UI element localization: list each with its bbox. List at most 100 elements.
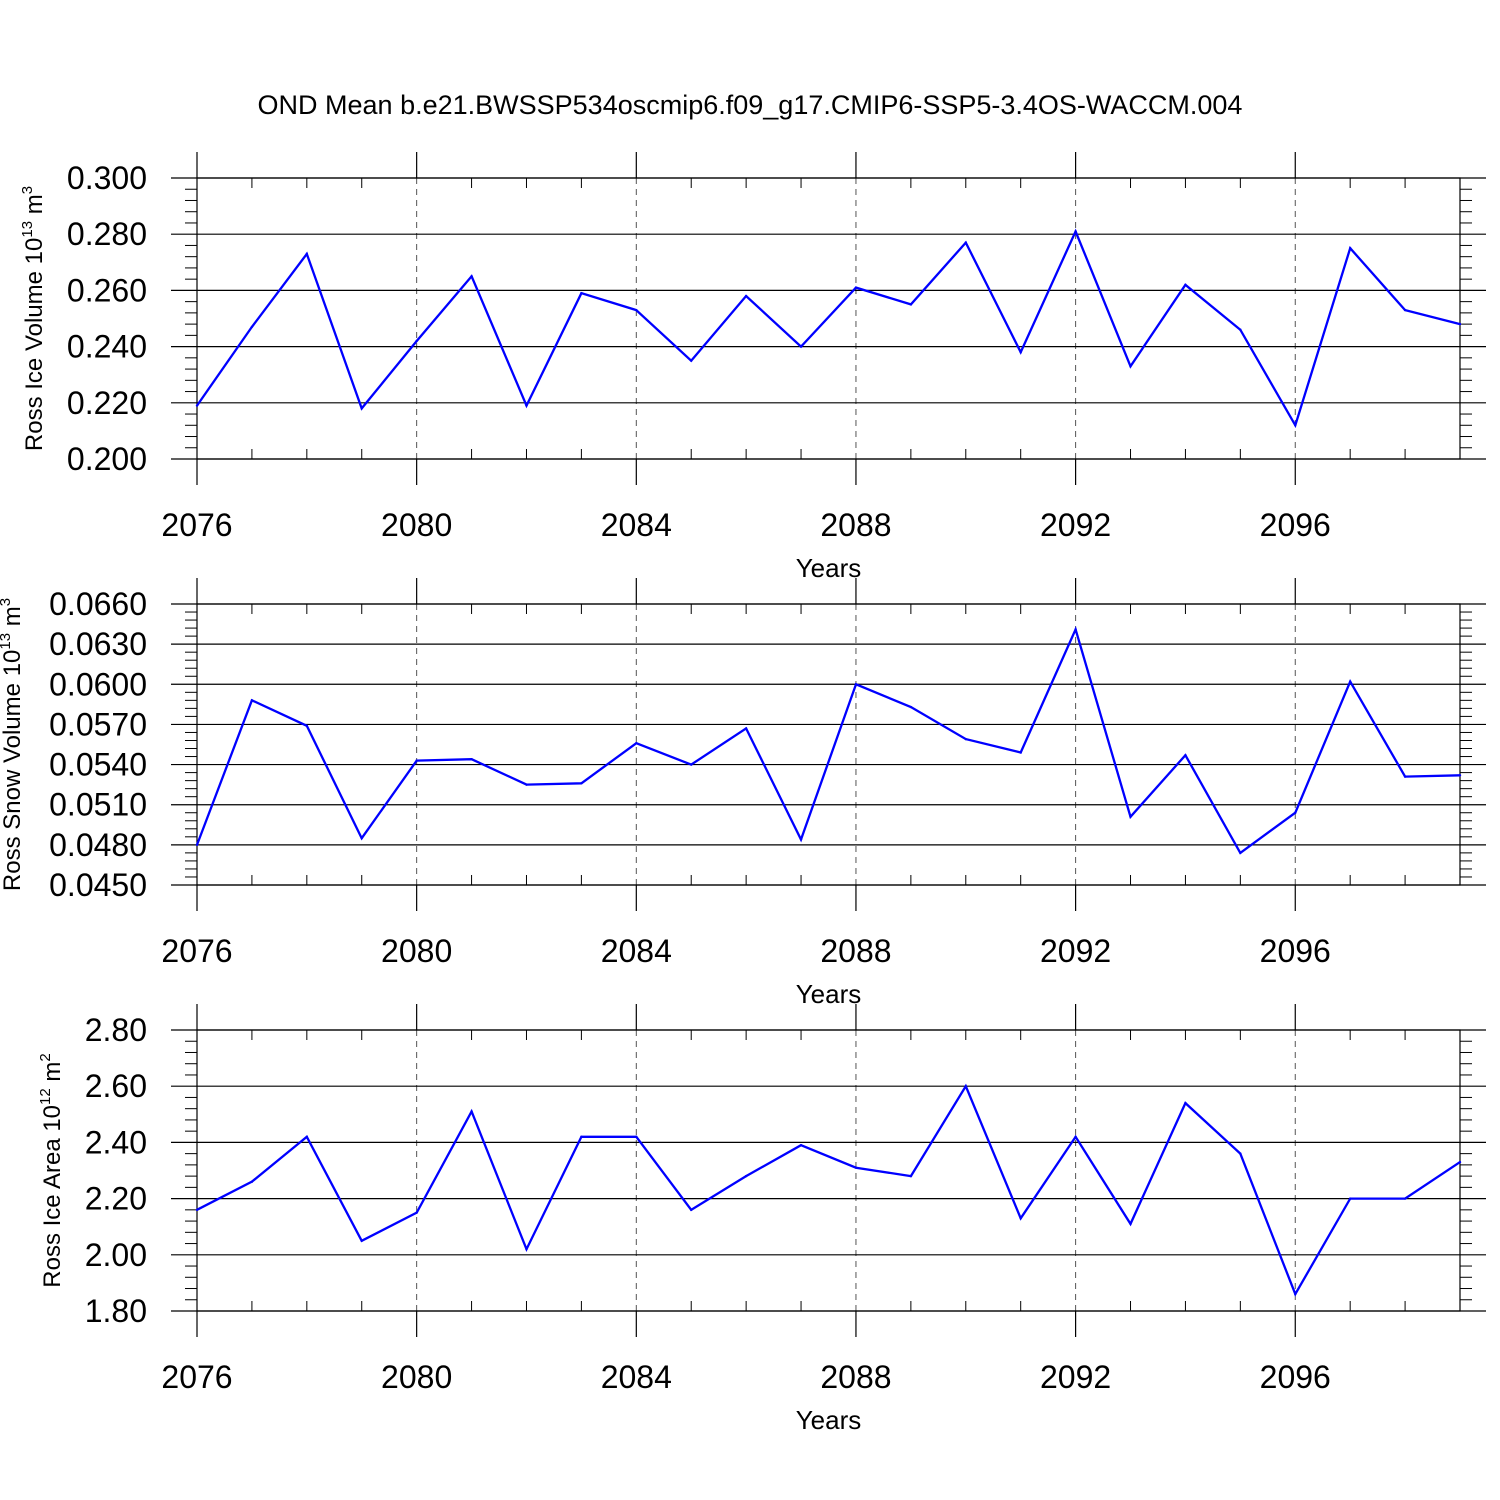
y-axis-label-unit-exp: 3 <box>0 598 14 606</box>
y-tick-label: 0.240 <box>67 329 147 365</box>
y-tick-label: 0.0600 <box>49 666 147 702</box>
data-point <box>525 404 528 407</box>
y-tick-label: 0.220 <box>67 385 147 421</box>
data-point <box>1239 328 1242 331</box>
data-point <box>305 724 309 727</box>
x-tick-label: 2084 <box>601 1359 672 1395</box>
data-point <box>470 758 473 761</box>
data-point <box>690 763 693 766</box>
data-point <box>690 1208 693 1212</box>
y-tick-label: 2.60 <box>85 1068 147 1104</box>
data-point <box>744 727 748 730</box>
data-point <box>909 1174 913 1178</box>
y-tick-label: 0.0480 <box>49 827 147 863</box>
y-axis-label-base: Ross Snow Volume 10 <box>0 650 26 891</box>
y-tick-label: 0.0630 <box>49 626 147 662</box>
data-point <box>250 699 254 702</box>
data-point <box>1019 751 1022 754</box>
x-tick-label: 2088 <box>820 933 891 969</box>
data-point <box>1294 424 1297 427</box>
data-point <box>690 359 693 362</box>
y-tick-label: 0.0450 <box>49 867 147 903</box>
x-axis-label: Years <box>796 553 862 583</box>
x-tick-label: 2092 <box>1040 933 1111 969</box>
x-tick-label: 2092 <box>1040 507 1111 543</box>
data-point <box>1074 230 1077 233</box>
data-point <box>1074 1135 1077 1138</box>
data-point <box>580 292 583 295</box>
data-point <box>1184 1101 1187 1105</box>
data-point <box>1348 1197 1352 1200</box>
x-axis-label: Years <box>796 979 862 1009</box>
data-point <box>744 1174 748 1178</box>
data-point <box>1294 1292 1297 1296</box>
data-point <box>1129 365 1132 368</box>
data-point <box>1403 308 1407 312</box>
data-point <box>964 241 967 244</box>
x-tick-label: 2096 <box>1260 507 1331 543</box>
data-point <box>360 407 363 410</box>
y-axis-label-exp: 13 <box>0 633 14 650</box>
data-point <box>195 1208 199 1212</box>
x-tick-label: 2088 <box>820 507 891 543</box>
data-point <box>1184 754 1187 757</box>
series-line <box>196 1083 1461 1297</box>
data-point <box>415 1211 418 1214</box>
data-point <box>525 783 528 786</box>
data-point <box>909 705 913 709</box>
data-point <box>854 683 858 686</box>
y-tick-label: 2.80 <box>85 1012 147 1048</box>
data-point <box>1129 1222 1132 1226</box>
y-axis-label-unit: m <box>39 1062 66 1089</box>
data-point <box>415 759 418 762</box>
y-tick-label: 0.200 <box>67 441 147 477</box>
y-tick-label: 0.0540 <box>49 747 147 783</box>
data-point <box>854 1166 858 1169</box>
x-tick-label: 2080 <box>381 507 452 543</box>
data-point <box>799 345 803 348</box>
data-point <box>1019 351 1022 354</box>
data-point <box>470 1110 473 1113</box>
data-point <box>360 1239 363 1242</box>
y-axis-label-unit: m <box>0 606 26 633</box>
y-tick-label: 0.0660 <box>49 586 147 622</box>
y-tick-label: 0.280 <box>67 216 147 252</box>
x-tick-label: 2096 <box>1260 933 1331 969</box>
chart-title: OND Mean b.e21.BWSSP534oscmip6.f09_g17.C… <box>258 90 1243 120</box>
y-tick-label: 1.80 <box>85 1293 147 1329</box>
y-axis-label: Ross Ice Volume 1013 m3 <box>19 186 48 451</box>
x-tick-label: 2076 <box>161 933 232 969</box>
y-axis-label-base: Ross Ice Volume 10 <box>21 238 48 451</box>
y-axis-label-unit-exp: 2 <box>37 1053 54 1061</box>
data-point <box>1458 1160 1462 1164</box>
x-tick-label: 2084 <box>601 933 672 969</box>
y-axis-label-base: Ross Ice Area 10 <box>39 1105 66 1288</box>
data-point <box>744 294 748 298</box>
data-point <box>1458 774 1462 777</box>
x-tick-label: 2084 <box>601 507 672 543</box>
chart-panel-3: 1.80 2.00 2.20 2.40 2.60 2.80 2076 2080 2084 2088… <box>37 1004 1486 1435</box>
x-tick-label: 2092 <box>1040 1359 1111 1395</box>
x-tick-label: 2096 <box>1260 1359 1331 1395</box>
data-point <box>1184 283 1187 286</box>
x-tick-label: 2076 <box>161 1359 232 1395</box>
y-axis-label-exp: 12 <box>37 1088 54 1105</box>
data-point <box>799 1144 803 1147</box>
data-point <box>525 1247 528 1251</box>
y-tick-label: 2.40 <box>85 1124 147 1160</box>
data-point <box>635 741 638 745</box>
data-point <box>1348 680 1352 683</box>
y-tick-label: 0.260 <box>67 272 147 308</box>
data-point <box>305 252 309 256</box>
data-point <box>635 1135 638 1138</box>
data-point <box>1239 851 1242 855</box>
series-line <box>196 228 1461 429</box>
y-axis-label: Ross Ice Area 1012 m2 <box>37 1053 66 1287</box>
data-point <box>195 404 199 407</box>
series-line <box>195 626 1461 855</box>
plot-frame <box>196 1029 1461 1312</box>
data-point <box>1458 322 1462 326</box>
data-point <box>1403 775 1407 778</box>
x-tick-label: 2080 <box>381 933 452 969</box>
